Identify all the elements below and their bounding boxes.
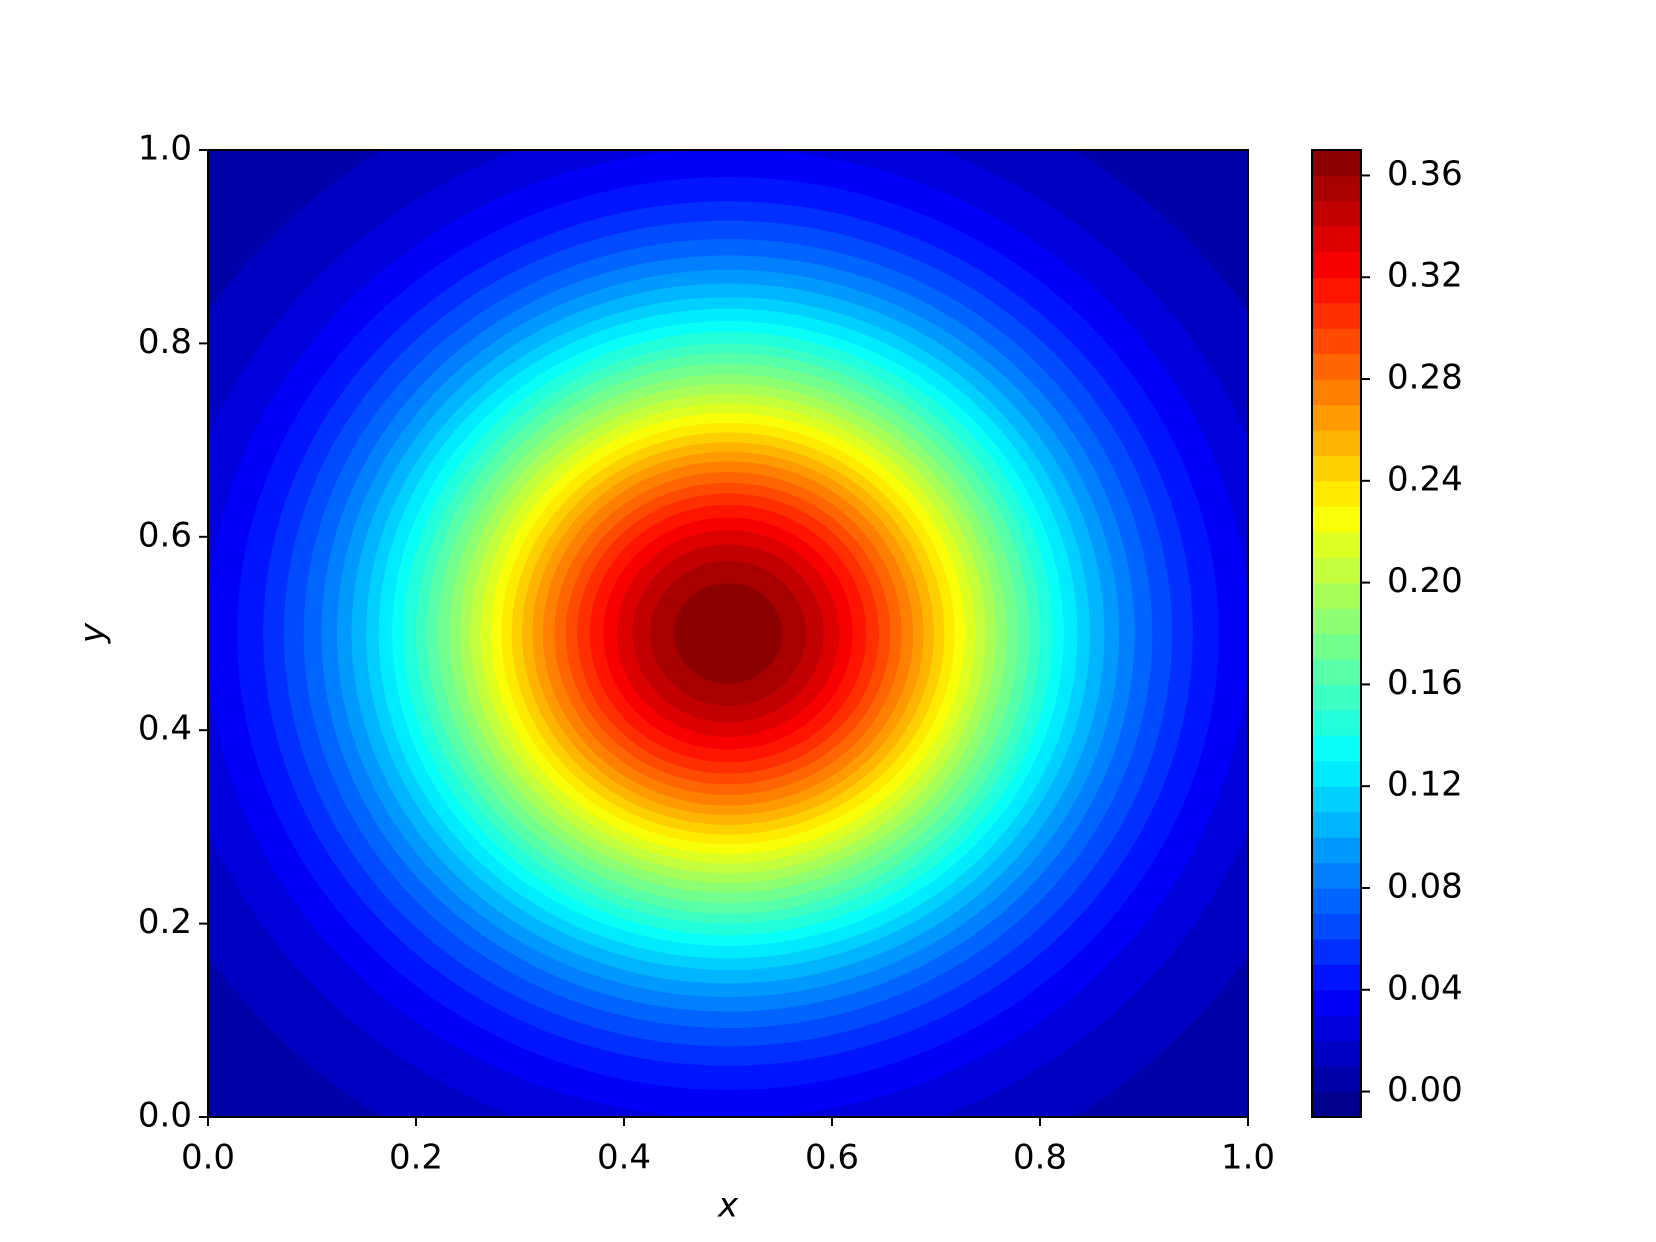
colorbar-band <box>1312 455 1361 482</box>
colorbar-band <box>1312 200 1361 227</box>
colorbar-band <box>1312 786 1361 813</box>
colorbar-band <box>1312 608 1361 635</box>
colorbar-frame <box>1311 149 1362 1118</box>
colorbar-tick-label: 0.08 <box>1387 866 1463 906</box>
colorbar-band <box>1312 226 1361 253</box>
colorbar-band <box>1312 251 1361 278</box>
x-tick-label: 0.8 <box>1013 1138 1067 1178</box>
colorbar-tick-label: 0.12 <box>1387 765 1463 805</box>
colorbar-band <box>1312 735 1361 762</box>
colorbar-band <box>1312 480 1361 507</box>
colorbar-band <box>1312 379 1361 406</box>
x-tick-label: 0.2 <box>389 1138 443 1178</box>
colorbar-tick-label: 0.24 <box>1387 459 1463 499</box>
colorbar-band <box>1312 353 1361 380</box>
y-tick-label: 0.4 <box>138 709 192 749</box>
colorbar-band <box>1312 913 1361 940</box>
contour-field <box>208 150 1248 1117</box>
colorbar-band <box>1312 328 1361 355</box>
colorbar <box>1312 150 1361 1118</box>
colorbar-band <box>1312 150 1361 177</box>
colorbar-band <box>1312 684 1361 711</box>
y-axis-label: y <box>73 622 113 644</box>
colorbar-tick-label: 0.20 <box>1387 561 1463 601</box>
x-tick-label: 0.6 <box>805 1138 859 1178</box>
colorbar-band <box>1312 709 1361 736</box>
colorbar-band <box>1312 531 1361 558</box>
colorbar-band <box>1312 277 1361 304</box>
x-tick-label: 0.0 <box>181 1138 235 1178</box>
colorbar-band <box>1312 811 1361 838</box>
colorbar-band <box>1312 862 1361 889</box>
contour-band <box>673 583 783 684</box>
colorbar-tick-label: 0.16 <box>1387 663 1463 703</box>
y-tick-label: 0.0 <box>138 1096 192 1136</box>
plot-frame <box>207 149 1249 1118</box>
colorbar-band <box>1312 175 1361 202</box>
colorbar-band <box>1312 506 1361 533</box>
colorbar-band <box>1312 404 1361 431</box>
colorbar-band <box>1312 938 1361 965</box>
colorbar-band <box>1312 633 1361 660</box>
colorbar-band <box>1312 837 1361 864</box>
colorbar-band <box>1312 557 1361 584</box>
y-tick-label: 0.6 <box>138 515 192 555</box>
x-tick-label: 0.4 <box>597 1138 651 1178</box>
y-tick-label: 0.8 <box>138 322 192 362</box>
colorbar-band <box>1312 658 1361 685</box>
colorbar-band <box>1312 582 1361 609</box>
colorbar-band <box>1312 760 1361 787</box>
y-tick-label: 0.2 <box>138 902 192 942</box>
colorbar-band <box>1312 989 1361 1016</box>
colorbar-band <box>1312 429 1361 456</box>
colorbar-band <box>1312 1091 1361 1118</box>
colorbar-tick-label: 0.32 <box>1387 256 1463 296</box>
colorbar-tick-label: 0.28 <box>1387 358 1463 398</box>
colorbar-band <box>1312 1066 1361 1093</box>
colorbar-tick-label: 0.36 <box>1387 154 1463 194</box>
colorbar-tick-label: 0.00 <box>1387 1070 1463 1110</box>
x-tick-label: 1.0 <box>1221 1138 1275 1178</box>
x-axis-label: x <box>717 1186 739 1226</box>
y-tick-label: 1.0 <box>138 129 192 169</box>
colorbar-band <box>1312 887 1361 915</box>
colorbar-tick-label: 0.04 <box>1387 968 1463 1008</box>
colorbar-band <box>1312 964 1361 991</box>
colorbar-band <box>1312 1040 1361 1067</box>
colorbar-band <box>1312 302 1361 329</box>
colorbar-band <box>1312 1015 1361 1042</box>
